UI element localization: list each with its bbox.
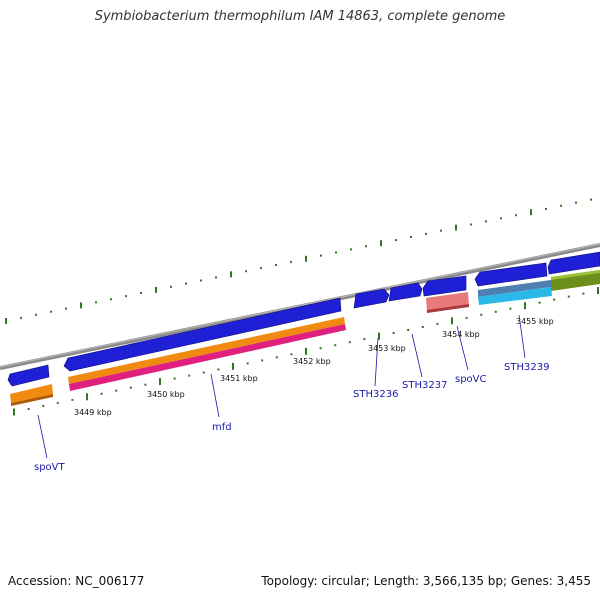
gene-arrow-mfd[interactable] bbox=[63, 297, 342, 372]
feature-bar-sth3239-cyan bbox=[478, 287, 552, 305]
feature-bar-sth3239-steel bbox=[478, 280, 551, 297]
feature-bar-mfd-orange bbox=[68, 317, 345, 384]
gene-label-sth3237[interactable]: STH3237 bbox=[402, 380, 447, 391]
gene-arrow-sth3236[interactable] bbox=[353, 288, 390, 309]
leader-line-spovc bbox=[456, 325, 469, 371]
gene-arrow-next[interactable] bbox=[547, 251, 600, 275]
outer-tick-track bbox=[5, 198, 592, 324]
genome-backbone-highlight bbox=[0, 243, 600, 368]
leader-line-sth3236 bbox=[374, 337, 379, 387]
gene-label-sth3239[interactable]: STH3239 bbox=[504, 362, 549, 373]
leader-line-spovt bbox=[37, 414, 48, 459]
scale-label-3453: 3453 kbp bbox=[368, 344, 406, 353]
gene-label-sth3236[interactable]: STH3236 bbox=[353, 389, 398, 400]
genome-summary-text: Topology: circular; Length: 3,566,135 bp… bbox=[261, 574, 591, 588]
accession-text: Accession: NC_006177 bbox=[8, 574, 145, 588]
scale-label-3451: 3451 kbp bbox=[220, 374, 258, 383]
scale-label-3454: 3454 kbp bbox=[442, 330, 480, 339]
gene-label-spovt[interactable]: spoVT bbox=[34, 462, 66, 473]
scale-label-3455: 3455 kbp bbox=[516, 317, 554, 326]
gene-label-mfd[interactable]: mfd bbox=[212, 422, 232, 433]
scale-label-3452: 3452 kbp bbox=[293, 357, 331, 366]
gene-label-spovc[interactable]: spoVC bbox=[455, 374, 487, 385]
leader-line-sth3237 bbox=[411, 333, 423, 378]
feature-bar-mfd-magenta bbox=[69, 324, 346, 391]
feature-bar-spovt-orange bbox=[10, 384, 53, 403]
leader-line-mfd bbox=[210, 373, 220, 418]
genome-title: Symbiobacterium thermophilum IAM 14863, … bbox=[94, 9, 506, 24]
gene-arrow-spovc[interactable] bbox=[422, 275, 467, 297]
inner-tick-track bbox=[13, 287, 599, 416]
feature-bar-spovc-dark bbox=[427, 304, 469, 313]
gene-arrow-sth3237[interactable] bbox=[388, 282, 423, 302]
gene-arrow-sth3239[interactable] bbox=[474, 262, 548, 287]
genome-backbone bbox=[0, 243, 600, 370]
leader-line-sth3239 bbox=[518, 314, 526, 359]
gene-arrow-spovt[interactable] bbox=[7, 364, 50, 387]
scale-label-3449: 3449 kbp bbox=[74, 408, 112, 417]
feature-bar-olive-light bbox=[551, 270, 600, 280]
feature-bar-spovt-dark bbox=[11, 394, 53, 406]
scale-label-3450: 3450 kbp bbox=[147, 390, 185, 399]
